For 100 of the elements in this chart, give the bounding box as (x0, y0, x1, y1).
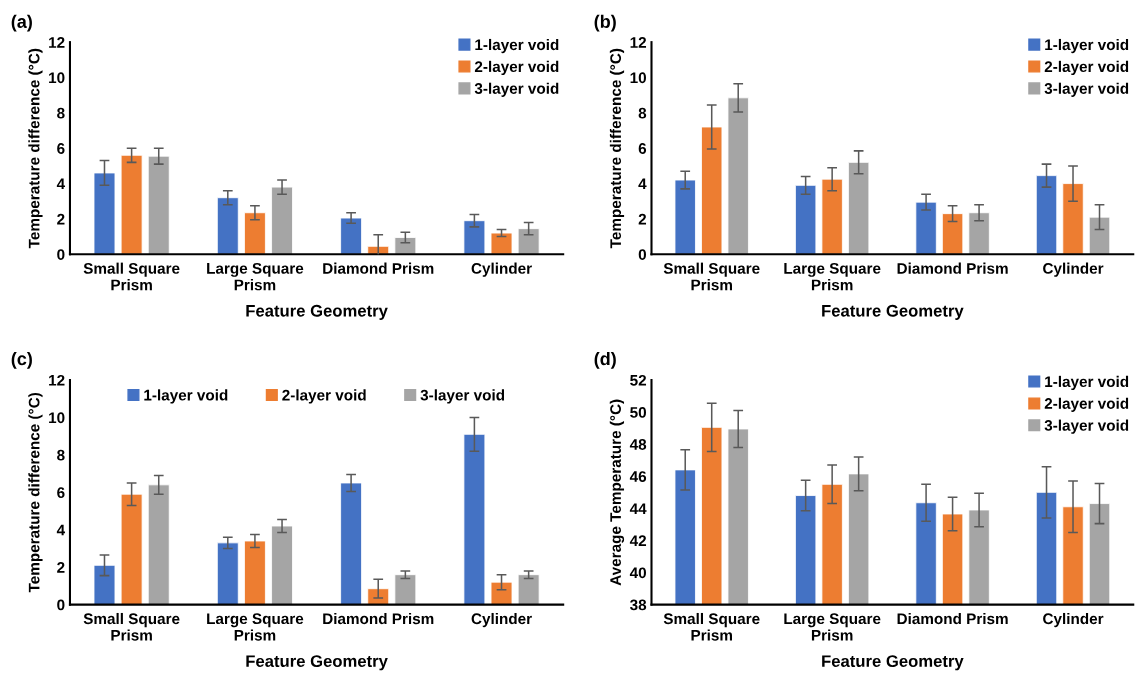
bar (795, 184, 817, 255)
bar (463, 433, 486, 605)
x-tick-label: Cylinder (1043, 612, 1104, 628)
bar (1035, 175, 1058, 255)
y-tick-label: 2 (57, 213, 65, 225)
bar (394, 237, 417, 255)
bar (463, 220, 486, 255)
y-tick-label: 4 (638, 178, 647, 190)
y-tick-label: 8 (638, 107, 647, 119)
x-tick-label: Diamond Prism (897, 612, 1008, 625)
y-tick-label: 0 (57, 249, 65, 260)
bar (701, 126, 723, 255)
x-tick-label: Small Square Prism (83, 262, 180, 291)
bar (271, 186, 293, 255)
bar (216, 542, 239, 605)
legend-label: 2-layer void (282, 389, 366, 404)
x-tick-label: Large Square Prism (207, 262, 304, 291)
chart-title: (c) (11, 351, 32, 369)
bar (915, 201, 937, 255)
bar (147, 484, 170, 605)
y-axis-title: Temperature difference (°C) (28, 48, 43, 249)
y-tick-label: 44 (629, 503, 647, 514)
chart-title: (d) (594, 351, 616, 369)
bar (847, 161, 870, 255)
bar (490, 581, 513, 605)
x-tick-label: Diamond Prism (323, 262, 434, 274)
bar (490, 232, 513, 255)
legend-label: 2-layer void (474, 60, 559, 76)
y-tick-label: 38 (629, 599, 647, 611)
bar (821, 178, 843, 255)
x-tick-label: Diamond Prism (323, 612, 434, 625)
bar (340, 217, 362, 255)
y-tick-label: 4 (56, 178, 66, 190)
bar (93, 172, 116, 255)
bar (147, 155, 170, 255)
y-tick-label: 48 (629, 439, 647, 450)
bar (216, 197, 239, 255)
y-tick-label: 6 (57, 143, 65, 154)
bar (120, 154, 143, 255)
y-tick-label: 6 (638, 143, 647, 154)
bar (244, 540, 266, 605)
x-tick-label: Diamond Prism (897, 262, 1008, 274)
x-tick-label: Large Square Prism (784, 613, 881, 641)
bar (120, 493, 143, 605)
y-axis-title: Average Temperature (°C) (609, 399, 625, 586)
bar (941, 213, 964, 255)
bar (674, 179, 696, 255)
bar (244, 212, 266, 255)
legend-label: 3-layer void (1044, 419, 1129, 434)
y-tick-label: 42 (629, 535, 647, 546)
bar (968, 212, 990, 255)
legend-label: 1-layer void (475, 38, 559, 54)
y-tick-label: 10 (630, 72, 647, 84)
y-tick-label: 0 (638, 249, 647, 260)
x-tick-label: Small Square Prism (663, 262, 760, 291)
y-tick-label: 2 (57, 562, 65, 573)
bar (271, 525, 293, 605)
y-axis-title: Temperature difference (°C) (609, 48, 625, 249)
legend-label: 3-layer void (474, 82, 559, 97)
y-tick-label: 0 (57, 599, 65, 611)
bar (340, 482, 362, 605)
y-tick-label: 40 (629, 567, 647, 579)
bar (517, 574, 540, 605)
y-tick-label: 12 (49, 37, 65, 48)
legend-label: 3-layer void (420, 389, 505, 404)
bar (93, 564, 116, 605)
legend-label: 2-layer void (1044, 397, 1129, 412)
x-tick-label: Large Square Prism (207, 613, 304, 641)
y-tick-label: 8 (57, 449, 65, 461)
bar (394, 574, 417, 605)
y-tick-label: 8 (57, 107, 65, 119)
y-tick-label: 6 (57, 487, 65, 499)
y-tick-label: 10 (49, 412, 65, 424)
y-tick-label: 2 (638, 213, 647, 225)
x-tick-label: Small Square Prism (663, 612, 760, 641)
x-tick-label: Cylinder (471, 262, 532, 277)
x-axis-title: Feature Geometry (246, 304, 388, 320)
y-tick-label: 4 (56, 524, 66, 536)
y-tick-label: 10 (49, 72, 65, 84)
chart-title: (b) (594, 14, 616, 32)
bar (727, 97, 749, 255)
y-tick-label: 12 (630, 37, 647, 48)
y-axis-title: Temperature difference (°C) (28, 392, 43, 593)
legend-label: 2-layer void (1044, 60, 1129, 76)
x-axis-title: Feature Geometry (822, 655, 964, 671)
x-tick-label: Cylinder (471, 612, 532, 628)
chart-title: (a) (11, 14, 32, 32)
y-tick-label: 52 (630, 374, 647, 386)
y-tick-label: 50 (630, 407, 647, 418)
y-tick-label: 46 (629, 471, 647, 482)
bar (517, 228, 540, 255)
bar (1062, 183, 1084, 255)
legend-label: 1-layer void (1045, 38, 1129, 54)
legend-label: 1-layer void (1045, 375, 1129, 391)
legend-label: 3-layer void (1044, 82, 1129, 97)
x-axis-title: Feature Geometry (822, 304, 964, 320)
x-tick-label: Small Square Prism (83, 612, 180, 641)
x-axis-title: Feature Geometry (246, 655, 388, 671)
y-tick-label: 12 (49, 374, 65, 386)
bar (1088, 216, 1111, 255)
